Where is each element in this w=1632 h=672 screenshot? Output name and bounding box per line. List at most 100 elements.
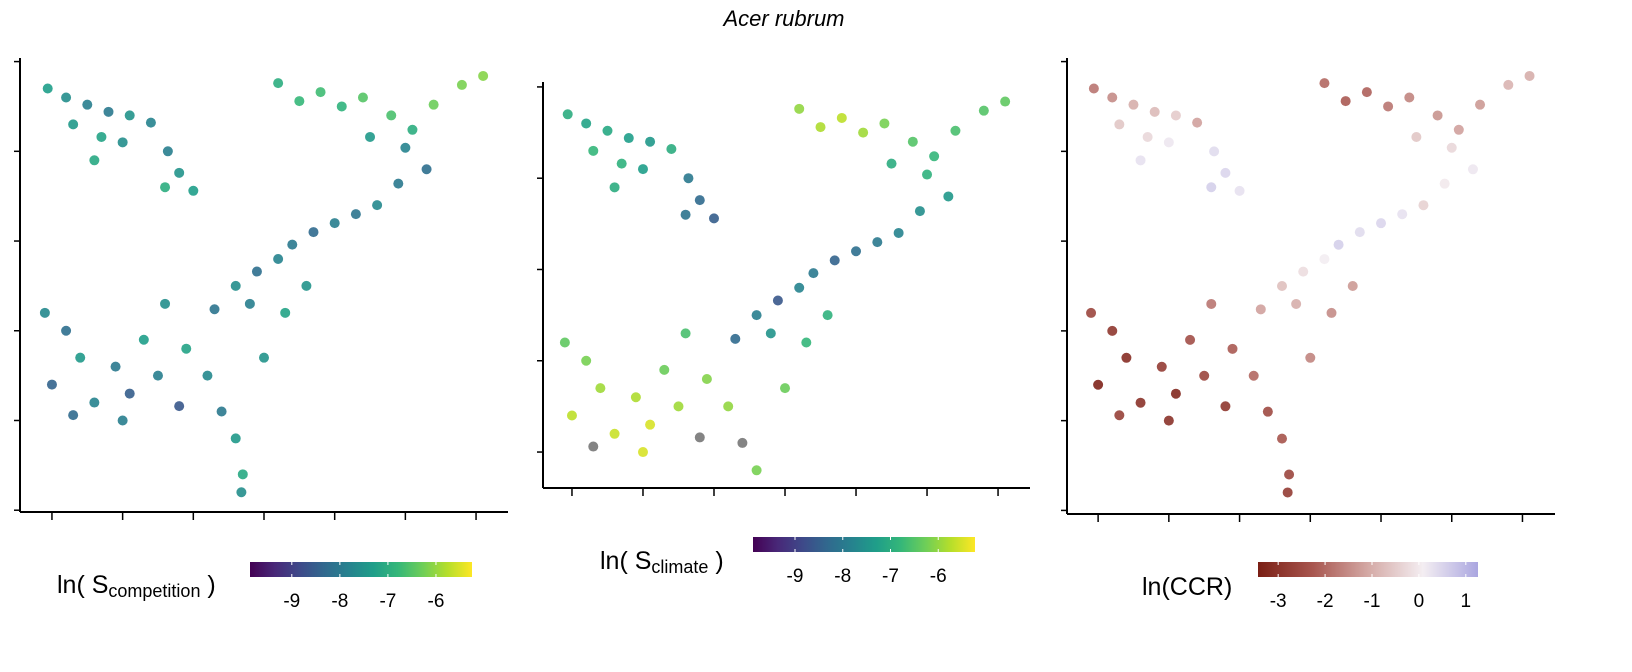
point — [259, 352, 269, 363]
label-main: ln( S — [600, 547, 651, 575]
point — [616, 158, 627, 169]
point — [922, 169, 933, 180]
point — [1354, 227, 1365, 238]
point — [1376, 218, 1387, 229]
point — [602, 125, 613, 136]
point — [393, 178, 404, 189]
point — [273, 78, 284, 89]
point — [160, 182, 171, 193]
point — [407, 124, 418, 135]
point — [1156, 361, 1167, 372]
point — [216, 406, 227, 417]
point — [751, 465, 762, 476]
point — [365, 131, 376, 142]
point — [737, 437, 748, 448]
point — [1209, 146, 1220, 157]
point — [294, 96, 305, 107]
point — [280, 307, 291, 318]
point — [89, 397, 100, 408]
point — [1206, 182, 1217, 193]
point — [751, 310, 762, 321]
point — [808, 268, 819, 279]
point — [1220, 401, 1231, 412]
point — [801, 337, 812, 348]
point — [251, 266, 262, 277]
point — [236, 487, 247, 498]
colorbar-tick-label: -9 — [787, 566, 804, 587]
colorbar-tick-label: -6 — [428, 591, 445, 612]
point — [1383, 101, 1394, 112]
point — [694, 432, 705, 443]
point — [609, 428, 620, 439]
point — [103, 106, 114, 117]
point — [680, 209, 691, 220]
point — [1319, 254, 1330, 265]
colorbar — [250, 562, 472, 577]
point — [562, 109, 573, 120]
point — [1397, 209, 1408, 220]
point — [1185, 334, 1196, 345]
point — [39, 307, 50, 318]
point — [645, 419, 656, 430]
point — [1298, 266, 1309, 277]
point — [772, 295, 783, 306]
point — [1361, 87, 1372, 98]
point — [1255, 304, 1266, 315]
point — [581, 355, 592, 366]
point — [1114, 119, 1125, 130]
point — [301, 280, 312, 291]
point — [61, 92, 72, 103]
point — [237, 469, 248, 480]
label-end: ) — [708, 547, 723, 575]
point — [730, 333, 741, 344]
point — [230, 280, 241, 291]
point — [858, 127, 869, 138]
point — [1467, 164, 1478, 175]
point — [273, 253, 284, 264]
label-subscript: climate — [651, 557, 708, 577]
point — [673, 401, 684, 412]
point — [978, 105, 989, 116]
point — [1163, 137, 1174, 148]
point — [623, 133, 634, 144]
point — [68, 410, 79, 421]
point — [428, 99, 439, 110]
point — [1206, 298, 1217, 309]
point — [96, 131, 107, 142]
colorbar-tick-label: -9 — [283, 591, 300, 612]
point — [1277, 281, 1288, 291]
point — [780, 383, 791, 394]
point — [893, 227, 904, 238]
point — [68, 119, 79, 130]
point — [1220, 167, 1231, 178]
point — [683, 173, 694, 184]
colorbar-tick-label: -8 — [834, 566, 851, 587]
point — [75, 352, 86, 363]
label-main: ln(CCR) — [1142, 573, 1232, 601]
point — [794, 282, 805, 293]
point — [872, 237, 883, 248]
point — [637, 164, 648, 175]
point — [400, 142, 411, 153]
colorbar-tick-label: -6 — [930, 566, 947, 587]
point — [456, 79, 467, 90]
figure-title: Acer rubrum — [721, 6, 844, 31]
points — [559, 96, 1011, 476]
point — [1305, 352, 1316, 363]
point — [666, 143, 677, 154]
point — [1404, 92, 1415, 103]
point — [1234, 185, 1245, 196]
point — [929, 151, 940, 162]
label-main: ln( S — [57, 571, 108, 599]
point — [89, 155, 100, 166]
point — [886, 158, 897, 169]
colorbar-label: ln(CCR) — [1142, 573, 1232, 601]
point — [829, 255, 840, 266]
point — [1000, 96, 1011, 107]
point — [609, 182, 620, 193]
point — [1107, 325, 1118, 336]
point — [694, 195, 705, 206]
point — [907, 136, 918, 147]
points — [1086, 70, 1535, 498]
